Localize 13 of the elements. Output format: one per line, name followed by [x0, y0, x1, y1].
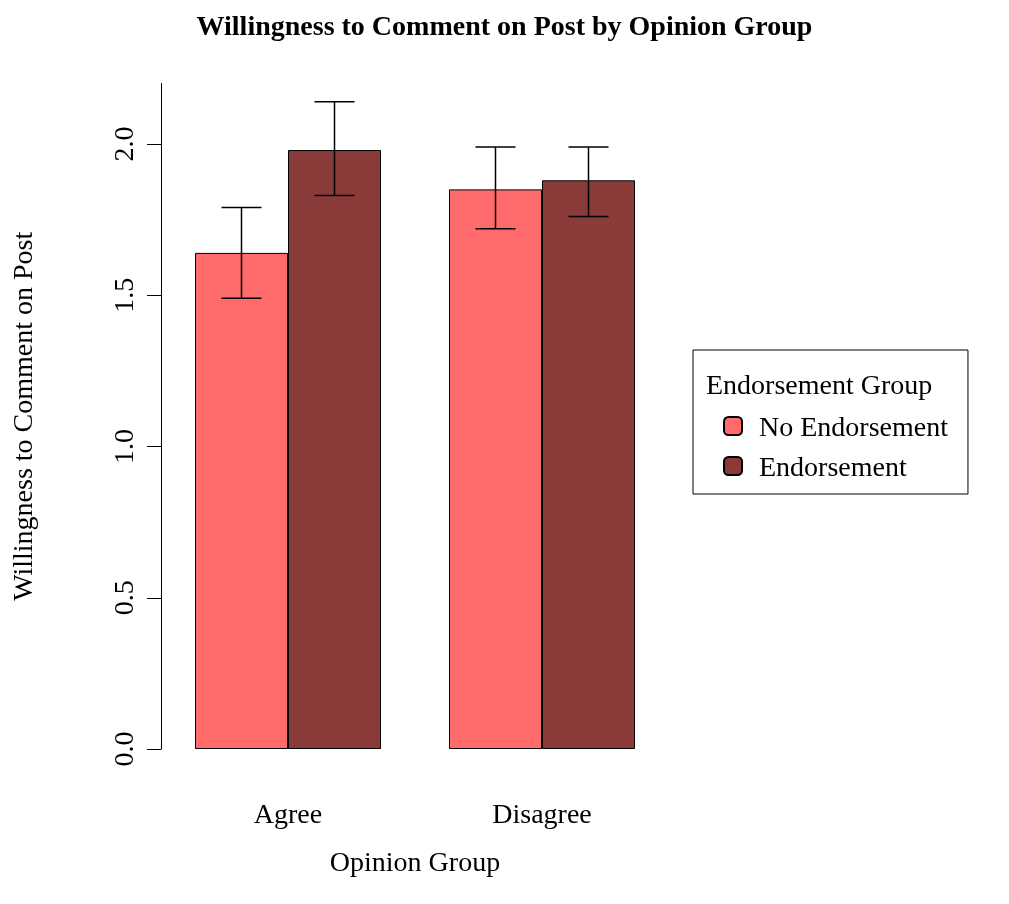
chart-title: Willingness to Comment on Post by Opinion Group — [196, 9, 813, 41]
y-tick-label: 0.0 — [107, 731, 139, 767]
y-tick-label: 1.0 — [107, 429, 139, 464]
legend-label: Endorsement — [759, 450, 907, 482]
y-axis-title: Willingness to Comment on Post — [6, 231, 38, 601]
y-tick-label: 0.5 — [107, 580, 139, 616]
y-tick-label: 1.5 — [107, 277, 139, 313]
x-axis-title: Opinion Group — [329, 845, 501, 877]
x-tick-label: Disagree — [492, 797, 592, 829]
x-tick-label: Agree — [253, 797, 323, 829]
legend-label: No Endorsement — [759, 410, 949, 442]
legend-title: Endorsement Group — [706, 368, 933, 400]
y-tick-label: 2.0 — [107, 126, 139, 162]
